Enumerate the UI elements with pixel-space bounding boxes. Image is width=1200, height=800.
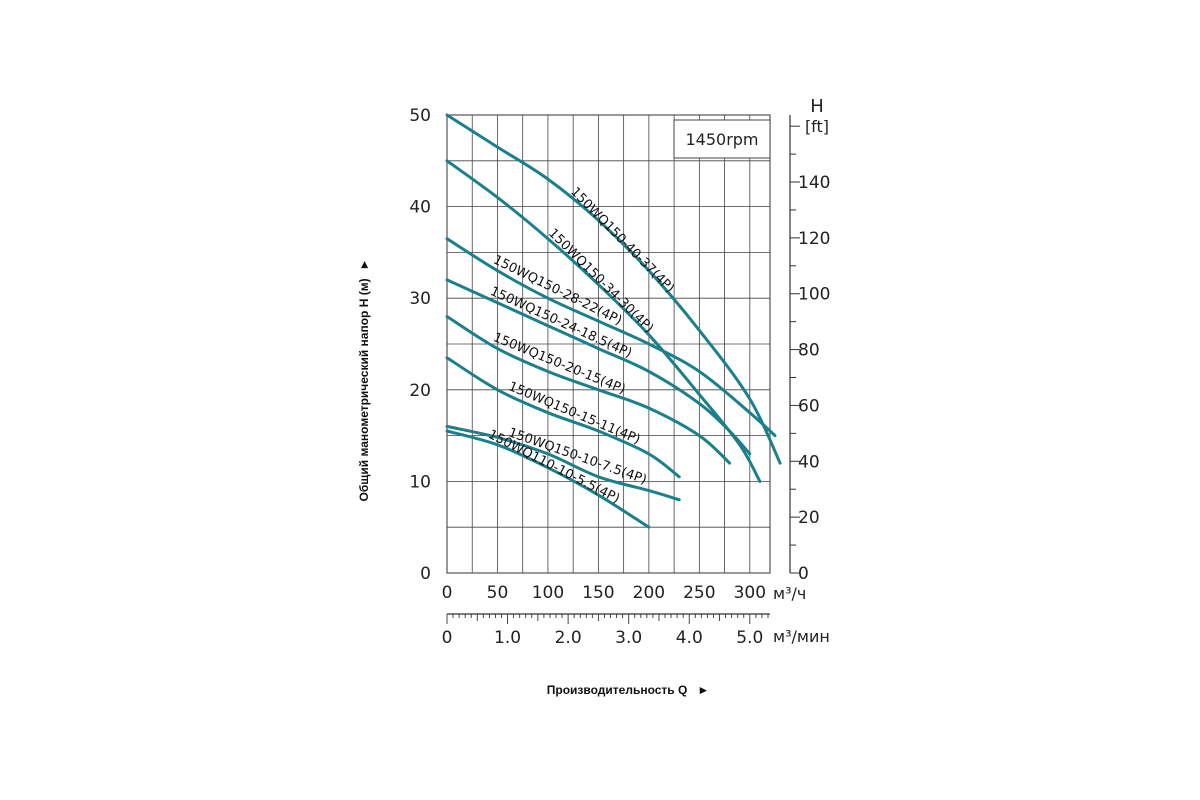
pump-curve [445, 356, 681, 479]
x-tick-label: 50 [487, 583, 509, 603]
y-tick-label: 10 [409, 472, 431, 492]
x-axis-unit: м³/ч [773, 584, 806, 603]
x-axis-title: Производительность Q ► [547, 683, 709, 697]
y-tick-label: 30 [409, 289, 431, 309]
x-tick-label: 0 [442, 583, 453, 603]
y2-tick-label: 120 [798, 229, 830, 249]
rpm-box-frame [673, 119, 771, 159]
y2-tick-label: 140 [798, 173, 830, 193]
y-tick-label: 40 [409, 198, 431, 218]
x2-tick-label: 2.0 [555, 628, 582, 648]
y2-tick-label: 0 [798, 564, 809, 584]
y2-tick-label: 100 [798, 285, 830, 305]
y2-tick-label: 20 [798, 508, 820, 528]
y-tick-label: 0 [420, 564, 431, 584]
x2-axis-unit: м³/мин [773, 627, 830, 646]
pump-curve [445, 113, 782, 465]
y2-tick-label: 80 [798, 341, 820, 361]
pump-curve [445, 278, 752, 456]
curves [445, 113, 782, 529]
rpm-label: 1450rpm [685, 130, 758, 149]
x2-tick-label: 1.0 [494, 628, 521, 648]
axes: 0 10 20 30 40 50 0 20 40 60 80 100 120 140 0 50 100 150 20… [409, 106, 830, 648]
x2-tick-label: 3.0 [615, 628, 642, 648]
right-axis-unit: [ft] [805, 117, 829, 136]
x-tick-label: 200 [633, 583, 665, 603]
pump-curve [445, 315, 732, 465]
pump-curve [445, 429, 651, 529]
x-tick-label: 100 [532, 583, 564, 603]
x-tick-label: 250 [683, 583, 715, 603]
y2-tick-label: 60 [798, 396, 820, 416]
right-axis-title: H [810, 96, 824, 117]
x2-tick-label: 5.0 [736, 628, 763, 648]
rpm-box: 1450rpm [673, 119, 771, 159]
y2-tick-label: 40 [798, 452, 820, 472]
y-tick-label: 20 [409, 381, 431, 401]
x-tick-label: 150 [582, 583, 614, 603]
y-axis-title-group: Общий манометрический напор H (м)► [357, 259, 371, 502]
x-tick-label: 300 [734, 583, 766, 603]
y-axis-title: Общий манометрический напор H (м)► [357, 259, 371, 502]
y-tick-label: 50 [409, 106, 431, 126]
pump-curve [445, 237, 777, 438]
x2-tick-label: 4.0 [676, 628, 703, 648]
pump-curve [445, 424, 681, 502]
x2-tick-label: 0 [442, 628, 453, 648]
